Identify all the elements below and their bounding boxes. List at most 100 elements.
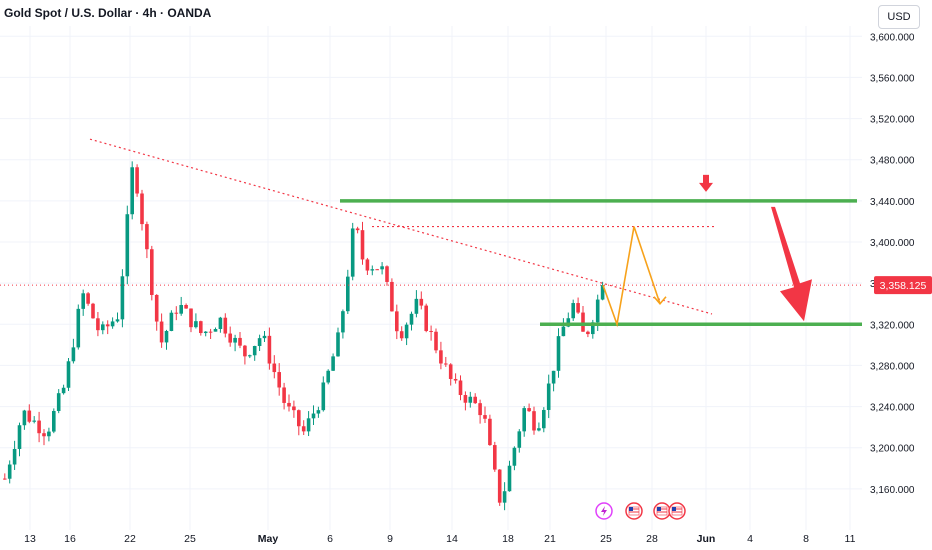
candle-body xyxy=(556,336,561,371)
y-tick-label: 3,280.000 xyxy=(870,361,915,372)
candle-body xyxy=(267,335,272,364)
candle-body xyxy=(311,413,316,419)
candle-body xyxy=(66,361,71,388)
price-axis-bg xyxy=(862,0,932,550)
candle-body xyxy=(434,331,438,351)
candle-body xyxy=(370,269,375,271)
candle-body xyxy=(56,393,61,411)
x-tick-label: 8 xyxy=(803,533,809,545)
candle-body xyxy=(385,266,389,282)
drawings xyxy=(0,138,868,520)
candle-body xyxy=(3,478,7,480)
currency-button[interactable]: USD xyxy=(878,5,920,29)
candle-body xyxy=(439,350,443,364)
candle-body xyxy=(527,408,531,412)
candle-body xyxy=(395,311,399,332)
candle-body xyxy=(507,465,512,492)
candle-body xyxy=(115,319,120,322)
y-tick-label: 3,400.000 xyxy=(870,238,915,249)
candle-body xyxy=(47,431,51,437)
price-tag-label: 3,358.125 xyxy=(880,280,927,292)
candle-body xyxy=(517,431,522,448)
x-tick-label: 4 xyxy=(747,533,753,545)
chart-title: Gold Spot / U.S. Dollar · 4h · OANDA xyxy=(4,6,212,20)
candle-body xyxy=(135,167,139,194)
candle-body xyxy=(497,469,502,503)
candle-body xyxy=(429,330,433,332)
x-tick-label: 28 xyxy=(646,533,658,545)
x-tick-label: 16 xyxy=(64,533,76,545)
candle-body xyxy=(154,294,159,322)
x-tick-label: 22 xyxy=(124,533,136,545)
candle-body xyxy=(301,426,306,432)
candle-body xyxy=(203,331,208,334)
candle-body xyxy=(110,321,115,327)
candle-body xyxy=(571,303,575,319)
y-tick-label: 3,520.000 xyxy=(870,115,915,126)
candle-body xyxy=(150,249,154,295)
candle-body xyxy=(248,355,252,357)
candle-body xyxy=(262,335,267,339)
x-tick-label: 9 xyxy=(387,533,393,545)
y-tick-label: 3,240.000 xyxy=(870,403,915,414)
candle-body xyxy=(159,321,164,343)
candle-body xyxy=(346,276,350,312)
candle-body xyxy=(316,410,321,414)
bearish-arrow xyxy=(771,206,812,322)
candle-body xyxy=(194,321,198,328)
candle-body xyxy=(566,318,571,327)
flag-canton xyxy=(672,507,676,511)
candle-body xyxy=(292,406,296,411)
candle-body xyxy=(223,317,228,334)
candle-body xyxy=(586,331,590,335)
candle-body xyxy=(375,269,379,271)
grid xyxy=(0,26,862,530)
candle-body xyxy=(101,324,105,331)
candle-body xyxy=(213,329,218,332)
candle-body xyxy=(365,259,370,271)
candle-body xyxy=(414,298,419,314)
candle-body xyxy=(532,411,536,431)
candle-body xyxy=(537,428,541,431)
candle-body xyxy=(444,363,448,365)
candle-body xyxy=(17,425,22,449)
candle-body xyxy=(331,356,335,371)
candle-body xyxy=(390,281,394,312)
candle-body xyxy=(448,364,453,379)
x-tick-label: 25 xyxy=(600,533,612,545)
y-tick-label: 3,560.000 xyxy=(870,73,915,84)
candle-body xyxy=(233,337,237,343)
y-tick-label: 3,320.000 xyxy=(870,320,915,331)
candle-body xyxy=(238,337,242,346)
candle-body xyxy=(7,464,12,479)
candle-body xyxy=(478,403,482,416)
projection-arrowhead xyxy=(653,296,667,305)
flag-canton xyxy=(629,507,633,511)
candle-body xyxy=(419,298,424,306)
candle-body xyxy=(61,387,66,394)
candle-body xyxy=(71,347,76,362)
x-tick-label: 18 xyxy=(502,533,514,545)
candle-body xyxy=(561,326,566,337)
y-tick-label: 3,600.000 xyxy=(870,32,915,43)
y-tick-label: 3,480.000 xyxy=(870,156,915,167)
candle-body xyxy=(468,396,473,403)
candle-body xyxy=(591,322,595,335)
candle-body xyxy=(164,330,169,343)
candle-body xyxy=(350,228,355,277)
candle-body xyxy=(581,312,585,332)
candle-body xyxy=(12,448,17,465)
candle-body xyxy=(179,304,183,314)
candle-body xyxy=(257,338,262,347)
candle-body xyxy=(228,333,232,343)
y-tick-label: 3,440.000 xyxy=(870,197,915,208)
candle-body xyxy=(145,224,149,250)
candle-body xyxy=(551,370,556,384)
candle-body xyxy=(522,408,526,432)
candle-body xyxy=(542,409,546,429)
candles xyxy=(3,161,605,511)
candle-body xyxy=(252,346,257,356)
projection-path xyxy=(602,226,661,328)
candle-body xyxy=(399,331,404,339)
